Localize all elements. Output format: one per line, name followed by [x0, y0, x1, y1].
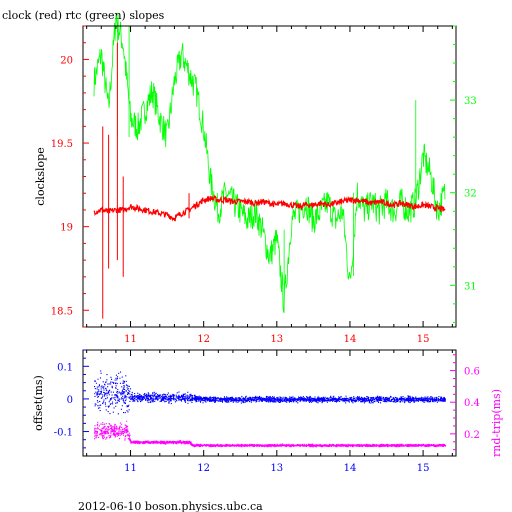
x-tick-label: 11 [124, 463, 137, 474]
y2-tick-label: 33 [464, 96, 477, 107]
clock-slope-line [93, 194, 446, 222]
x-tick-label: 15 [417, 334, 430, 345]
y-axis-label: clockslope [34, 147, 47, 205]
y2-tick-label: 0.2 [464, 430, 480, 441]
chart-title: clock (red) rtc (green) slopes [2, 9, 165, 22]
x-tick-label: 15 [417, 463, 430, 474]
y2-tick-label: 31 [464, 281, 477, 292]
y2-tick-label: 32 [464, 189, 477, 200]
plot-data [94, 370, 447, 448]
y-tick-label: 0 [67, 395, 73, 406]
x-tick-label: 14 [344, 334, 357, 345]
y-tick-label: -0.1 [54, 428, 73, 439]
y2-tick-label: 0.4 [464, 398, 480, 409]
offset-cloud [94, 370, 446, 415]
x-tick-label: 11 [124, 334, 137, 345]
roundtrip-cloud [94, 420, 447, 448]
y2-tick-label: 0.6 [464, 367, 480, 378]
y-tick-label: 18.5 [51, 306, 73, 317]
plot-data [93, 12, 446, 319]
x-tick-label: 13 [270, 463, 283, 474]
offset-points [94, 370, 446, 415]
plot-frame [82, 25, 457, 328]
footer-text: 2012-06-10 boson.physics.ubc.ca [78, 500, 263, 512]
rtc-slope-line [93, 12, 446, 313]
y2-axis-label: rnd-trip(ms) [490, 389, 503, 457]
y-tick-label: 19 [60, 223, 73, 234]
x-tick-label: 12 [197, 463, 210, 474]
offset-panel: 11 12 13 14 15 -0.1 0 0.1 0.2 0.4 0.6 offset(ms) rnd… [32, 349, 503, 474]
y-axis-label: offset(ms) [32, 375, 45, 431]
x-tick-label: 13 [270, 334, 283, 345]
y-tick-label: 0.1 [57, 362, 73, 373]
slopes-panel: 11 12 13 14 15 18.5 19 19.5 20 31 32 33 clockslope [34, 12, 477, 345]
y-tick-label: 19.5 [51, 139, 73, 150]
roundtrip-points [94, 420, 447, 448]
plot-frame [82, 349, 457, 457]
x-tick-label: 12 [197, 334, 210, 345]
x-tick-label: 14 [344, 463, 357, 474]
y-tick-label: 20 [60, 55, 73, 66]
